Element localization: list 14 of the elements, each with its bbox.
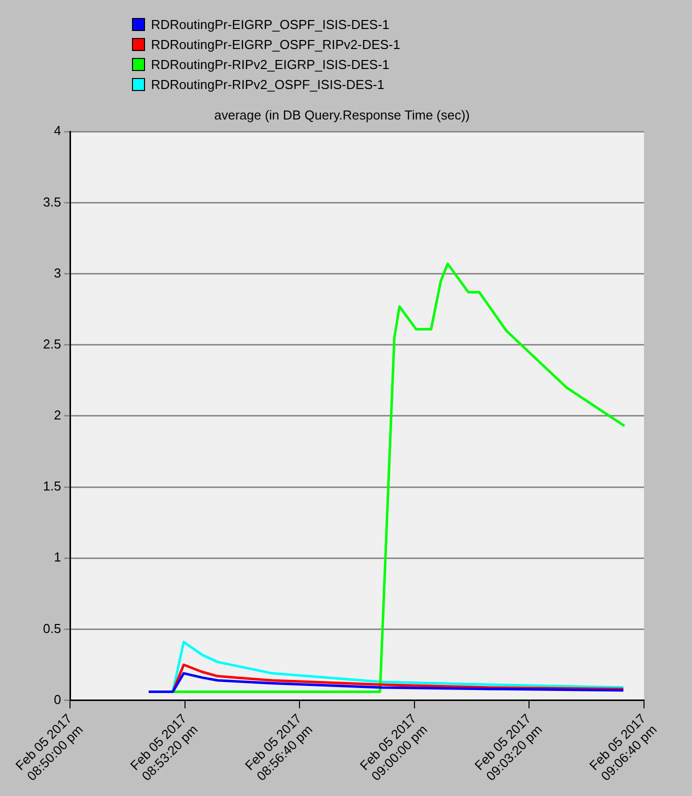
legend-label: RDRoutingPr-EIGRP_OSPF_RIPv2-DES-1 <box>151 36 400 52</box>
legend-label: RDRoutingPr-RIPv2_EIGRP_ISIS-DES-1 <box>151 56 390 72</box>
y-tick-label: 2 <box>54 408 62 423</box>
y-tick-label: 1.5 <box>42 478 62 494</box>
chart-title: average (in DB Query.Response Time (sec)) <box>214 107 470 122</box>
y-tick-label: 2.5 <box>42 336 62 352</box>
legend-label: RDRoutingPr-RIPv2_OSPF_ISIS-DES-1 <box>151 76 384 92</box>
y-tick-label: 0.5 <box>42 620 62 636</box>
legend-label: RDRoutingPr-EIGRP_OSPF_ISIS-DES-1 <box>151 16 390 32</box>
y-tick-label: 0 <box>54 692 62 707</box>
y-tick-label: 3.5 <box>42 194 62 210</box>
y-tick-label: 3 <box>54 265 62 280</box>
y-tick-label: 4 <box>54 123 62 138</box>
y-tick-label: 1 <box>54 550 62 565</box>
